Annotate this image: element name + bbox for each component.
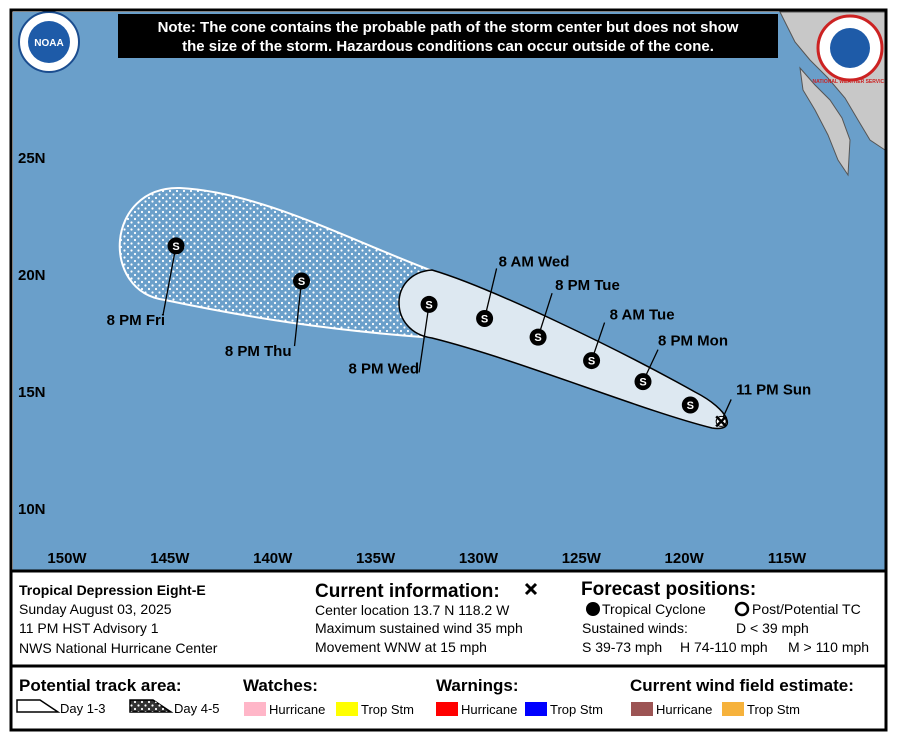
land [799, 66, 851, 177]
leader-line [293, 280, 303, 347]
lon-label: 115W [768, 550, 807, 567]
point-label: 8 PM Tue [555, 277, 620, 294]
point-letter: S [687, 400, 694, 412]
legend-title: Current wind field estimate: [630, 676, 854, 695]
legend-title: Potential track area: [19, 676, 182, 695]
storm-advisory: 11 PM HST Advisory 1 [19, 620, 159, 636]
forecast-label: H 74-110 mph [680, 639, 768, 655]
point-label: 8 PM Fri [107, 312, 165, 329]
legend-title: Warnings: [436, 676, 518, 695]
note: the size of the storm. Hazardous conditi… [182, 38, 714, 55]
legend-label: Hurricane [269, 702, 325, 717]
legend-label: Trop Stm [550, 702, 603, 717]
forecast-label: Tropical Cyclone [602, 601, 706, 617]
track-point [529, 328, 547, 346]
cone-day-4-5 [118, 186, 432, 339]
track-point [583, 352, 601, 370]
point-letter: S [298, 276, 305, 288]
point-letter: S [639, 377, 646, 389]
track-point [420, 295, 438, 313]
legend-swatch [436, 702, 458, 716]
day13-swatch [16, 699, 61, 713]
legend-swatch [244, 702, 266, 716]
lat-label: 25N [18, 150, 46, 167]
lon-label: 130W [459, 550, 499, 567]
leader-line [162, 245, 177, 316]
storm-name: Tropical Depression Eight-E [19, 582, 206, 598]
post-symbol [734, 601, 750, 617]
point-letter: S [481, 313, 488, 325]
legend-label: Trop Stm [361, 702, 414, 717]
noaa-logo [28, 21, 70, 63]
lon-label: 135W [356, 550, 396, 567]
leader-line [483, 268, 498, 319]
current-line: Center location 13.7 N 118.2 W [315, 602, 510, 618]
current-x [715, 415, 728, 428]
map-layer: 25N 20N 15N 10N 150W 145W 140W 135W 130W 125W 120W… [18, 150, 811, 567]
current-line: Movement WNW at 15 mph [315, 639, 487, 655]
track-point [167, 237, 185, 255]
tropical-symbol [586, 602, 600, 616]
note: Note: The cone contains the probable pat… [158, 19, 739, 36]
point-label: 8 PM Mon [658, 333, 728, 350]
point-letter: S [172, 241, 179, 253]
current-title: Current information: [315, 581, 500, 602]
point-label: 8 PM Wed [348, 360, 419, 377]
legend-label: Day 4-5 [174, 701, 220, 716]
forecast-label: M > 110 mph [788, 639, 869, 655]
track-point [634, 373, 652, 391]
legend-swatch [525, 702, 547, 716]
storm-date: Sunday August 03, 2025 [19, 601, 172, 617]
legend-label: Hurricane [461, 702, 517, 717]
point-label: 8 AM Wed [499, 253, 570, 270]
nws-logo-text: NATIONAL WEATHER SERVICE [813, 79, 889, 85]
legend-swatch [631, 702, 653, 716]
lat-label: 15N [18, 384, 46, 401]
point-letter: S [534, 332, 541, 344]
leader-line [418, 304, 430, 373]
track-point [681, 396, 699, 414]
forecast-label: D < 39 mph [736, 620, 809, 636]
lat-label: 10N [18, 501, 46, 518]
forecast-label: S 39-73 mph [582, 639, 662, 655]
lon-label: 120W [665, 550, 705, 567]
legend-label: Hurricane [656, 702, 712, 717]
current-line: Maximum sustained wind 35 mph [315, 620, 523, 636]
day45-swatch [130, 700, 171, 712]
forecast-label: Post/Potential TC [752, 601, 861, 617]
point-label: 11 PM Sun [736, 381, 811, 398]
legend-title: Watches: [243, 676, 318, 695]
forecast-title: Forecast positions: [581, 579, 756, 600]
point-letter: S [425, 299, 432, 311]
forecast-label: Sustained winds: [582, 620, 688, 636]
storm-center: NWS National Hurricane Center [19, 640, 218, 656]
legend-label: Day 1-3 [60, 701, 106, 716]
point-label: 8 AM Tue [610, 307, 675, 324]
noaa-logo-text: NOAA [34, 38, 63, 49]
legend-swatch [336, 702, 358, 716]
point-letter: S [588, 356, 595, 368]
legend-label: Trop Stm [747, 702, 800, 717]
frame [9, 8, 888, 732]
lon-label: 145W [150, 550, 190, 567]
track-point [293, 272, 311, 290]
current-symbol [524, 582, 538, 596]
lon-label: 150W [47, 550, 87, 567]
lat-label: 20N [18, 267, 46, 284]
lon-label: 140W [253, 550, 293, 567]
track-point [476, 309, 494, 327]
point-label: 8 PM Thu [225, 343, 292, 360]
legend: Watches: Hurricane Trop Stm Warnings: Hurric… [243, 676, 854, 717]
note-box [118, 14, 778, 58]
lon-label: 125W [562, 550, 602, 567]
nws-logo [830, 28, 870, 68]
legend-swatch [722, 702, 744, 716]
